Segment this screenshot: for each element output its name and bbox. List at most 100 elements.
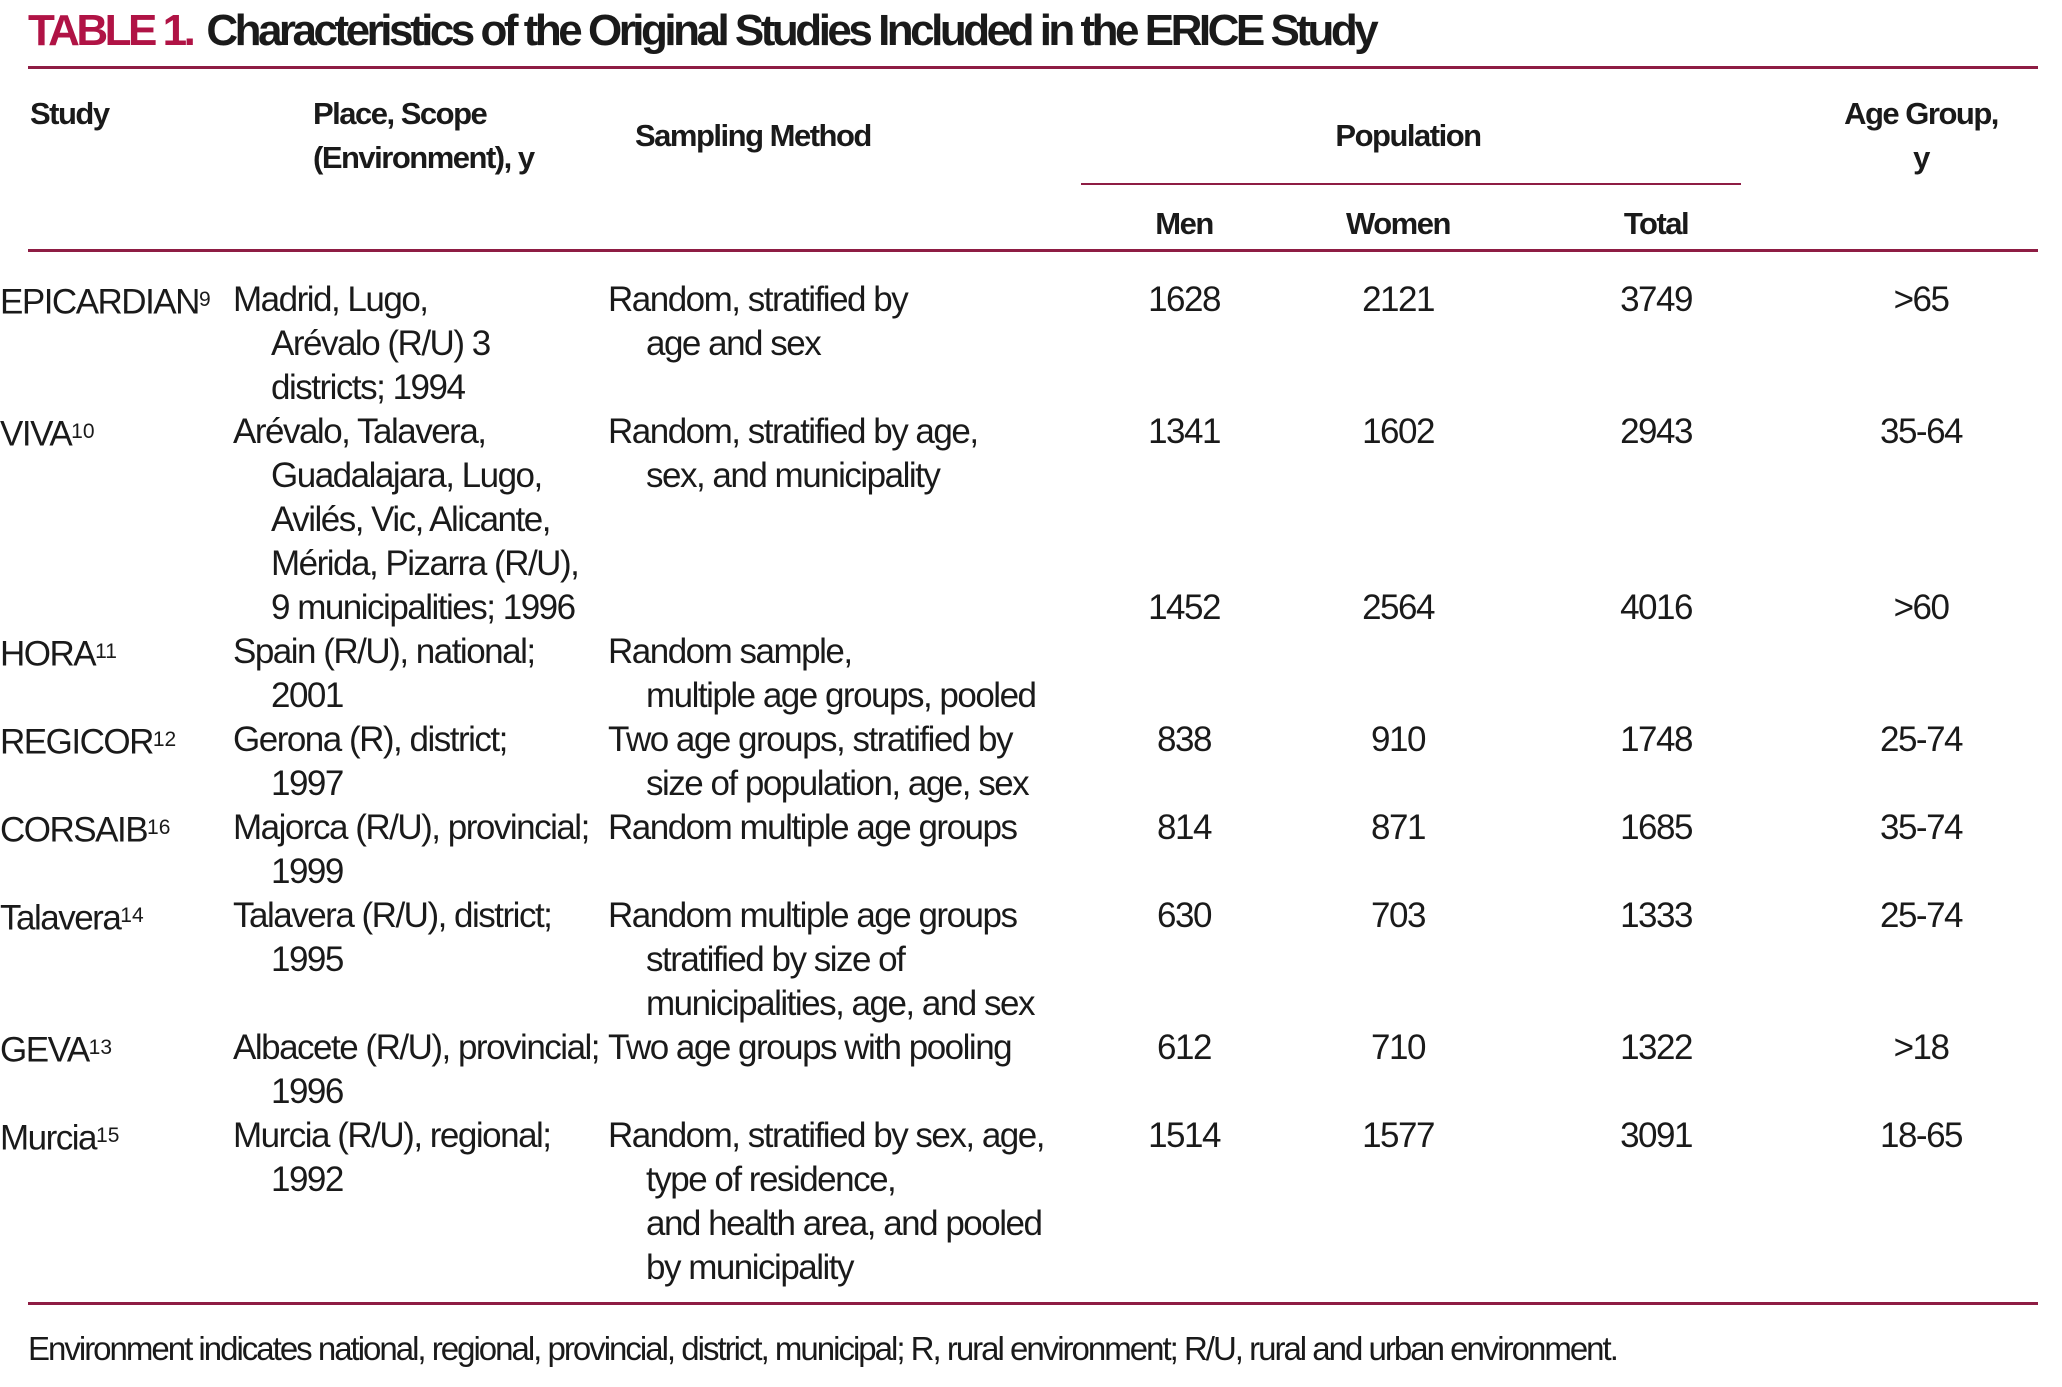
column-header-place: Place, Scope (Environment), y <box>313 92 535 180</box>
men-count-cell-value: 1452 <box>1148 588 1221 627</box>
place-cell: Arévalo, Talavera, Guadalajara, Lugo, Avil… <box>233 410 608 630</box>
women-count-cell-value: 710 <box>1371 1028 1426 1067</box>
spacer-cell <box>2031 253 2062 410</box>
age-group-cell: 35-64 <box>1811 410 2031 630</box>
spacer-cell <box>2031 1026 2062 1114</box>
table-row: Talavera14 Talavera (R/U), district; 1995 R… <box>0 894 2062 1026</box>
total-count-cell-value: 4016 <box>1620 588 1693 627</box>
age-group-cell: >18 <box>1811 1026 2031 1114</box>
table-number-label: TABLE 1. <box>28 6 196 55</box>
men-count-cell-value: 1341 <box>1148 412 1221 451</box>
age-group-cell: 25-74 <box>1811 718 2031 806</box>
age-group-cell-value: 35-64 <box>1879 412 1964 451</box>
column-header-population: Population <box>1335 118 1482 153</box>
spacer-cell <box>2031 1114 2062 1302</box>
sampling-method-cell: Random, stratified by age, sex, and munic… <box>608 410 1073 630</box>
study-reference-superscript: 9 <box>198 288 211 311</box>
men-count-cell: 814 <box>1073 806 1295 894</box>
women-count-cell: 871 <box>1295 806 1501 894</box>
place-line: 1997 <box>271 764 344 803</box>
spacer-cell <box>2031 806 2062 894</box>
table-title: TABLE 1. Characteristics of the Original … <box>28 6 1379 56</box>
table-row: CORSAIB16 Majorca (R/U), provincial; 1999 R… <box>0 806 2062 894</box>
age-group-cell-value: 25-74 <box>1879 720 1964 759</box>
column-header-age-line1: Age Group, <box>1844 96 1999 131</box>
women-count-cell-value: 910 <box>1371 720 1426 759</box>
sampling-line: Random, stratified by <box>608 280 909 319</box>
total-count-cell: 1333 <box>1501 894 1811 1026</box>
sampling-method-cell: Random multiple age groups <box>608 806 1073 894</box>
study-reference-superscript: 13 <box>88 1036 113 1059</box>
studies-table: EPICARDIAN9 Madrid, Lugo, Arévalo (R/U) 3 d… <box>0 253 2062 1302</box>
population-spanner-rule <box>1081 183 1741 185</box>
sampling-method-cell: Random multiple age groups stratified by … <box>608 894 1073 1026</box>
age-group-cell-value: 35-74 <box>1879 808 1964 847</box>
table-row: HORA11 Spain (R/U), national; 2001 Random s… <box>0 588 2062 718</box>
women-count-cell: 1577 <box>1295 1114 1501 1302</box>
column-header-age-group: Age Group, y <box>1811 92 2031 180</box>
place-line: Madrid, Lugo, <box>233 280 429 319</box>
total-count-cell: 3091 <box>1501 1114 1811 1302</box>
place-line: Arévalo (R/U) 3 <box>271 324 491 363</box>
column-header-place-line2: (Environment), y <box>313 140 535 175</box>
men-count-cell: 1341 <box>1073 410 1295 630</box>
study-reference-superscript: 10 <box>71 420 95 443</box>
place-line: Arévalo, Talavera, <box>233 412 487 451</box>
age-group-cell: 18-65 <box>1811 1114 2031 1302</box>
column-header-sampling: Sampling Method <box>635 118 872 153</box>
age-group-cell-value: >18 <box>1893 1028 1950 1067</box>
study-cell: VIVA10 <box>0 414 95 454</box>
men-count-cell-value: 1514 <box>1148 1116 1221 1155</box>
women-count-cell-value: 2121 <box>1362 280 1435 319</box>
women-count-cell-value: 1602 <box>1362 412 1435 451</box>
total-count-cell: 3749 <box>1501 253 1811 410</box>
column-header-men: Men <box>1155 206 1214 241</box>
study-reference-superscript: 12 <box>152 728 177 751</box>
column-header-total: Total <box>1623 206 1690 241</box>
sampling-method-cell: Two age groups, stratified by size of pop… <box>608 718 1073 806</box>
place-cell: Majorca (R/U), provincial; 1999 <box>233 806 608 894</box>
study-reference-superscript: 15 <box>96 1124 120 1147</box>
study-reference-superscript: 14 <box>120 904 144 927</box>
place-line: Spain (R/U), national; <box>233 632 536 671</box>
age-group-cell-value: >65 <box>1893 280 1950 319</box>
sampling-method-cell: Random, stratified by age and sex <box>608 253 1073 410</box>
sampling-line: Random, stratified by age, <box>608 412 979 451</box>
table-footnote: Environment indicates national, regional… <box>28 1330 1619 1367</box>
men-count-cell-value: 630 <box>1157 896 1212 935</box>
women-count-cell-value: 2564 <box>1362 588 1435 627</box>
sampling-line: Two age groups, stratified by <box>608 720 1013 759</box>
sampling-line: Random multiple age groups <box>608 896 1018 935</box>
sampling-line: age and sex <box>646 324 822 363</box>
spacer-cell <box>2031 630 2062 718</box>
place-line: Albacete (R/U), provincial; <box>233 1028 601 1067</box>
place-line: 1999 <box>271 852 344 891</box>
women-count-cell: 2121 <box>1295 253 1501 410</box>
study-reference-superscript: 16 <box>147 816 171 839</box>
men-count-cell-value: 838 <box>1157 720 1212 759</box>
table-row: Murcia15 Murcia (R/U), regional; 1992 Rando… <box>0 1114 2062 1302</box>
place-line: Murcia (R/U), regional; <box>233 1116 552 1155</box>
sampling-line: multiple age groups, pooled <box>646 676 1037 715</box>
column-header-age-line2: y <box>1913 140 1930 175</box>
place-cell: Madrid, Lugo, Arévalo (R/U) 3 districts; 1… <box>233 253 608 410</box>
age-group-cell: 25-74 <box>1811 894 2031 1026</box>
women-count-cell: 2564 <box>1295 588 1501 718</box>
place-line: Avilés, Vic, Alicante, <box>271 500 551 539</box>
study-cell: Talavera14 <box>0 898 144 938</box>
place-line: 1996 <box>271 1072 344 1111</box>
header-rule <box>28 249 2038 252</box>
sampling-method-cell: Two age groups with pooling <box>608 1026 1073 1114</box>
women-count-cell: 710 <box>1295 1026 1501 1114</box>
total-count-cell: 2943 <box>1501 410 1811 630</box>
sampling-line: Random sample, <box>608 632 853 671</box>
column-header-women: Women <box>1346 206 1451 241</box>
table-title-text: Characteristics of the Original Studies … <box>206 6 1378 55</box>
men-count-cell: 1628 <box>1073 253 1295 410</box>
women-count-cell-value: 703 <box>1371 896 1426 935</box>
total-count-cell-value: 3749 <box>1620 280 1693 319</box>
place-cell: Spain (R/U), national; 2001 <box>233 630 608 718</box>
men-count-cell: 1514 <box>1073 1114 1295 1302</box>
table-row: REGICOR12 Gerona (R), district; 1997 Two ag… <box>0 718 2062 806</box>
table-row: GEVA13 Albacete (R/U), provincial; 1996 Two… <box>0 1026 2062 1114</box>
